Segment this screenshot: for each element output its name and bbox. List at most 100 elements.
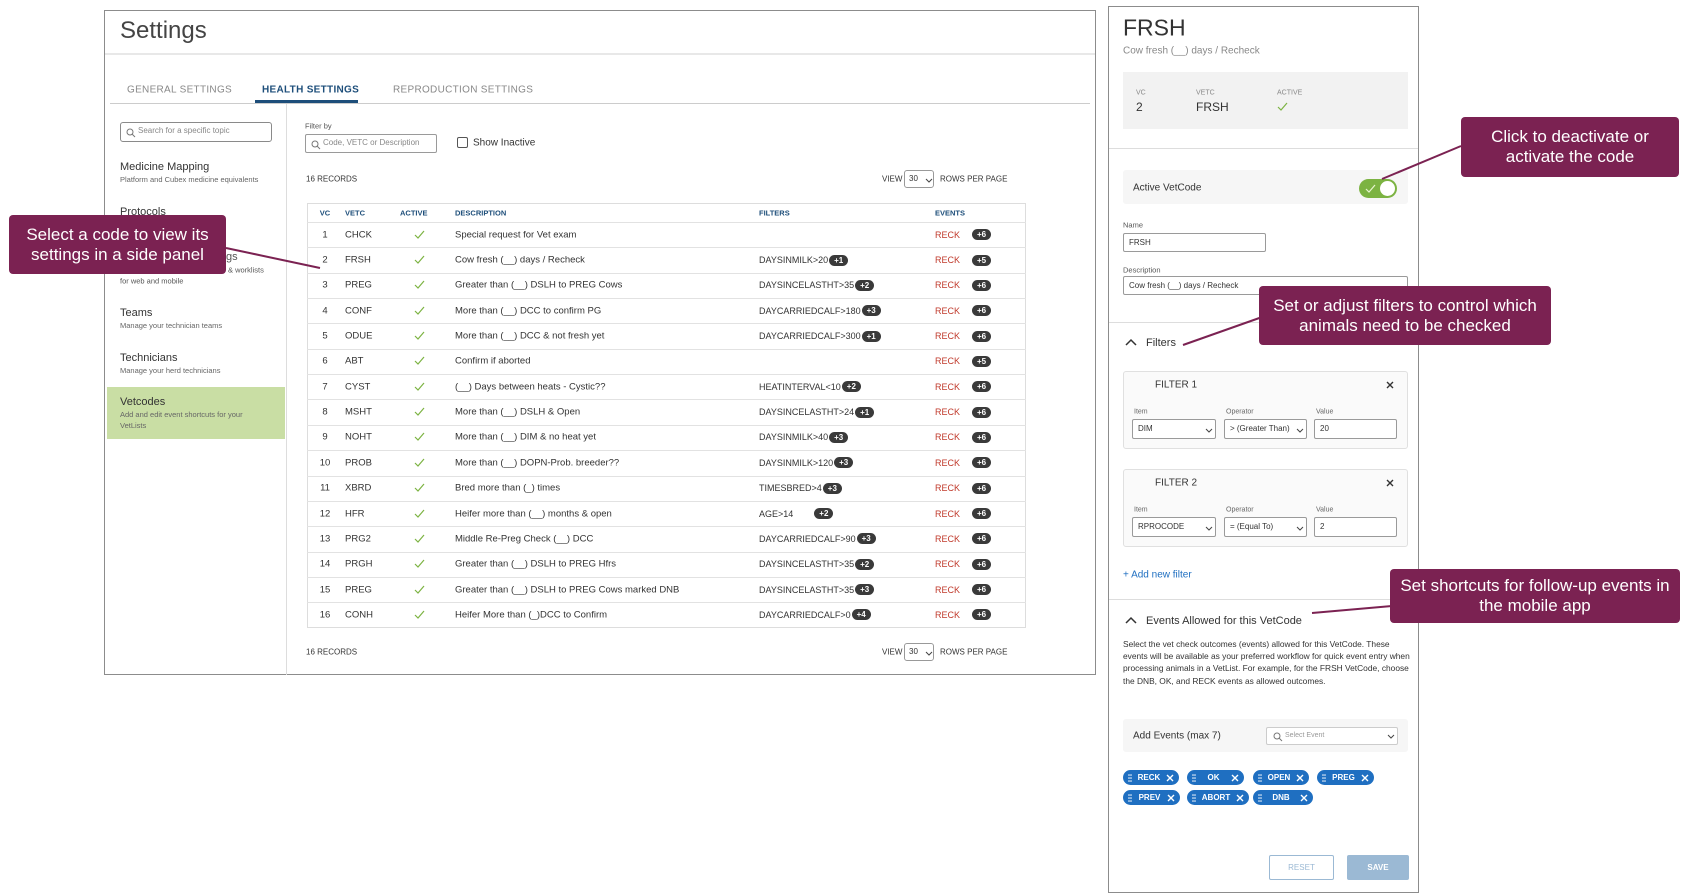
- table-row[interactable]: [307, 323, 1026, 348]
- remove-event[interactable]: [1296, 774, 1304, 782]
- tab[interactable]: GENERAL SETTINGS: [127, 84, 233, 96]
- filter-text: DAYCARRIEDCALF>0: [759, 609, 851, 620]
- table-row[interactable]: [307, 247, 1026, 272]
- table-row[interactable]: [307, 500, 1026, 526]
- description-cell: (__) Days between heats - Cystic??: [455, 381, 606, 393]
- rows-per-page-select[interactable]: 30: [904, 170, 934, 188]
- filters-heading[interactable]: Filters: [1146, 337, 1176, 349]
- filter-cell: DAYCARRIEDCALF>90 +3: [759, 532, 876, 546]
- table-row[interactable]: [307, 450, 1026, 475]
- table-row[interactable]: [307, 475, 1026, 501]
- event-extra: +6: [972, 583, 992, 597]
- collapse-chevron[interactable]: [1125, 616, 1137, 625]
- vc-cell: 1: [322, 229, 328, 241]
- rows-per-page-select[interactable]: 30: [904, 643, 934, 661]
- vetc-cell: PRG2: [345, 533, 371, 545]
- vetc-cell: ABT: [345, 355, 364, 367]
- filter-extra-badge: +3: [822, 482, 842, 494]
- table-row[interactable]: [307, 399, 1026, 424]
- nav-title[interactable]: Teams: [120, 307, 153, 319]
- rows-per-page-value: 30: [909, 647, 918, 656]
- tab[interactable]: REPRODUCTION SETTINGS: [393, 84, 534, 96]
- vetc-cell: CHCK: [345, 229, 372, 241]
- drag-handle: [1258, 773, 1262, 782]
- item-field[interactable]: RPROCODE: [1132, 517, 1216, 537]
- filter-cell: DAYSINMILK>20 +1: [759, 253, 849, 267]
- table-row[interactable]: [307, 272, 1026, 298]
- collapse-chevron[interactable]: [1125, 338, 1137, 347]
- search-box[interactable]: Search for a specific topic: [120, 122, 272, 142]
- remove-filter[interactable]: [1386, 381, 1394, 389]
- reset-button[interactable]: RESET: [1269, 855, 1334, 880]
- tabs-divider: [110, 103, 1090, 104]
- nav-description: Manage your technician teams: [120, 321, 223, 330]
- show-inactive-checkbox[interactable]: [457, 137, 468, 148]
- show-inactive-label[interactable]: Show Inactive: [473, 137, 536, 149]
- remove-event[interactable]: [1167, 794, 1175, 802]
- events-text: Select the vet check outcomes (events) a…: [1123, 639, 1410, 686]
- event-chip[interactable]: DNB: [1253, 790, 1313, 805]
- event-chip[interactable]: RECK: [1123, 770, 1179, 785]
- nav-title[interactable]: Vetcodes: [120, 396, 166, 408]
- table-row[interactable]: [307, 526, 1026, 551]
- table-row[interactable]: [307, 348, 1026, 374]
- filter-extra-badge: +4: [851, 609, 871, 621]
- value-field[interactable]: 20: [1314, 419, 1397, 439]
- add-filter-link[interactable]: + Add new filter: [1123, 569, 1192, 581]
- filter-text: AGE>14: [759, 508, 794, 519]
- remove-event[interactable]: [1166, 774, 1174, 782]
- table-row[interactable]: [307, 576, 1026, 602]
- operator-field[interactable]: = (Equal To): [1224, 517, 1307, 537]
- name-input[interactable]: FRSH: [1123, 233, 1266, 252]
- active-toggle[interactable]: [1359, 179, 1397, 198]
- remove-event[interactable]: [1300, 794, 1308, 802]
- nav-title[interactable]: Medicine Mapping: [120, 161, 210, 173]
- event-cell: RECK: [935, 584, 961, 595]
- table-row[interactable]: [307, 298, 1026, 323]
- vetc-cell: XBRD: [345, 482, 372, 494]
- select-event[interactable]: Select Event: [1266, 727, 1398, 745]
- events-heading[interactable]: Events Allowed for this VetCode: [1146, 615, 1302, 627]
- event-chip-label: OPEN: [1267, 773, 1291, 782]
- active-check: [414, 255, 425, 264]
- filter-text: DAYSINCELASTHT>35: [759, 280, 855, 291]
- filter-input[interactable]: Code, VETC or Description: [305, 134, 437, 153]
- event-chip[interactable]: OK: [1187, 770, 1244, 785]
- event-chip[interactable]: PREV: [1123, 790, 1180, 805]
- event-extra-badge: +6: [972, 305, 992, 317]
- item-field[interactable]: DIM: [1132, 419, 1216, 439]
- callout: Click to deactivate or activate the code: [1461, 117, 1679, 177]
- event-chip[interactable]: ABORT: [1187, 790, 1249, 805]
- remove-filter[interactable]: [1386, 479, 1394, 487]
- vc-cell: 9: [322, 431, 328, 443]
- table-row[interactable]: [307, 222, 1026, 247]
- event-extra-badge: +6: [972, 609, 992, 621]
- remove-event[interactable]: [1236, 794, 1244, 802]
- value-field[interactable]: 2: [1314, 517, 1397, 537]
- table-row[interactable]: [307, 424, 1026, 450]
- vc-cell: 15: [319, 584, 331, 596]
- table-row[interactable]: [307, 551, 1026, 577]
- event-cell: RECK: [935, 331, 961, 342]
- remove-event[interactable]: [1231, 774, 1239, 782]
- event-extra-badge: +6: [972, 584, 992, 596]
- field-label: Item: [1134, 408, 1148, 416]
- operator-field[interactable]: > (Greater Than): [1224, 419, 1307, 439]
- table-row[interactable]: [307, 602, 1026, 627]
- tab[interactable]: HEALTH SETTINGS: [262, 84, 360, 96]
- save-button[interactable]: SAVE: [1347, 855, 1409, 880]
- table-row[interactable]: [307, 374, 1026, 399]
- filter-cell: HEATINTERVAL<10 +2: [759, 380, 861, 394]
- nav-title[interactable]: Technicians: [120, 352, 178, 364]
- event-extra: +6: [972, 278, 992, 292]
- event-chip-label: OK: [1207, 773, 1220, 782]
- column-header: VC: [319, 208, 331, 218]
- filter-label: Filter by: [305, 121, 332, 131]
- event-cell: RECK: [935, 457, 961, 468]
- remove-event[interactable]: [1361, 774, 1369, 782]
- toggle-knob: [1380, 181, 1395, 196]
- event-chip[interactable]: PREG: [1317, 770, 1374, 785]
- summary-label: VETC: [1196, 89, 1215, 97]
- search-icon: [126, 128, 136, 138]
- event-chip[interactable]: OPEN: [1253, 770, 1309, 785]
